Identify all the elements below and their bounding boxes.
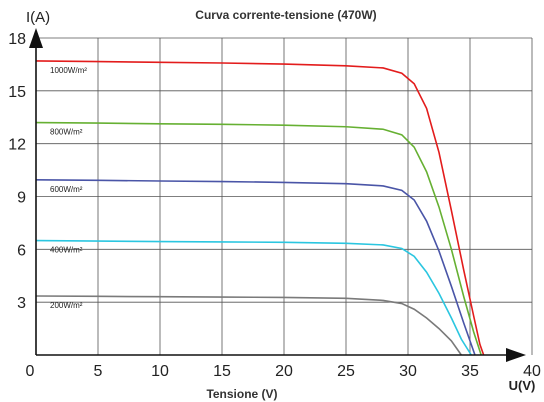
curves [35, 60, 485, 356]
series-label: 800W/m² [50, 128, 83, 137]
y-tick-label: 18 [8, 31, 26, 48]
series-curve [35, 295, 462, 356]
series-curve [35, 60, 485, 356]
y-axis-label: I(A) [26, 9, 50, 26]
x-axis-arrow-icon [506, 348, 526, 362]
x-tick-label: 35 [461, 363, 479, 380]
y-axis-arrow-icon [29, 28, 43, 48]
series-label: 600W/m² [50, 185, 83, 194]
x-tick-label: 20 [275, 363, 293, 380]
y-tick-label: 9 [17, 190, 26, 207]
y-tick-label: 3 [17, 295, 26, 312]
x-axis-unit: U(V) [509, 378, 536, 393]
tick-labels: 0 5 10 15 20 25 30 35 40 3 6 9 12 15 18 [8, 31, 541, 380]
x-tick-label: 15 [213, 363, 231, 380]
x-tick-label: 40 [523, 363, 541, 380]
x-tick-label: 30 [399, 363, 417, 380]
y-tick-label: 15 [8, 84, 26, 101]
grid [36, 37, 533, 355]
series-label: 400W/m² [50, 246, 83, 255]
x-axis-label: Tensione (V) [206, 387, 277, 401]
axes [29, 28, 526, 362]
series-curve [35, 239, 472, 356]
series-label: 200W/m² [50, 301, 83, 310]
series-curve [35, 121, 482, 356]
y-tick-label: 12 [8, 137, 26, 154]
x-tick-label: 0 [26, 363, 35, 380]
series-label: 1000W/m² [50, 66, 87, 75]
y-tick-label: 6 [17, 242, 26, 259]
x-tick-label: 10 [151, 363, 169, 380]
chart-title: Curva corrente-tensione (470W) [195, 8, 376, 22]
x-tick-label: 5 [94, 363, 103, 380]
x-tick-label: 25 [337, 363, 355, 380]
series-labels: 1000W/m² 800W/m² 600W/m² 400W/m² 200W/m² [50, 66, 87, 310]
series-curve [35, 178, 476, 356]
